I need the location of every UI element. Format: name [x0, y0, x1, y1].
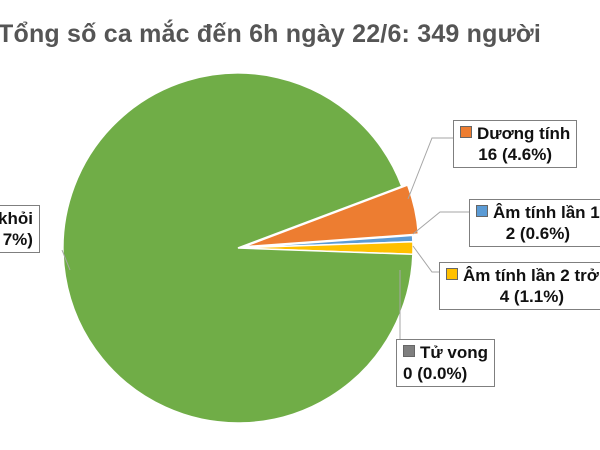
leader-line — [412, 245, 439, 273]
swatch-duong-tinh — [460, 126, 472, 138]
label-tu-vong-value: 0 — [403, 364, 413, 383]
label-tu-vong: Tử vong 0 (0.0%) — [396, 339, 496, 387]
label-khoi: khỏi 7%) — [0, 205, 40, 253]
label-tu-vong-percent: (0.0%) — [417, 364, 468, 383]
label-duong-tinh: Dương tính 16 (4.6%) — [453, 120, 578, 168]
label-duong-tinh-value: 16 — [478, 145, 498, 164]
leader-line — [412, 211, 469, 235]
swatch-am-tinh-2 — [446, 268, 458, 280]
label-am-tinh-2-value: 4 — [499, 287, 510, 306]
pie-slice — [243, 184, 420, 248]
label-am-tinh-2: Âm tính lần 2 trở lê 4 (1.1%) — [439, 262, 600, 310]
label-duong-tinh-percent: (4.6%) — [501, 145, 553, 164]
label-am-tinh-2-name: Âm tính lần 2 trở lê — [463, 266, 600, 285]
label-am-tinh-2-percent: (1.1%) — [513, 287, 564, 306]
label-am-tinh-1: Âm tính lần 1 2 (0.6%) — [469, 199, 600, 247]
swatch-am-tinh-1 — [476, 205, 488, 217]
label-duong-tinh-name: Dương tính — [477, 124, 571, 143]
label-khoi-percent: 7%) — [2, 230, 33, 249]
label-am-tinh-1-value: 2 — [505, 224, 516, 243]
chart-title: Tổng số ca mắc đến 6h ngày 22/6: 349 ngư… — [0, 20, 542, 48]
label-am-tinh-1-percent: (0.6%) — [519, 224, 570, 243]
leader-line — [407, 137, 453, 200]
label-am-tinh-1-name: Âm tính lần 1 — [493, 203, 600, 222]
label-khoi-name: khỏi — [0, 209, 33, 228]
label-tu-vong-name: Tử vong — [420, 343, 489, 362]
leader-line — [61, 249, 71, 271]
pie-slice — [62, 72, 414, 424]
swatch-tu-vong — [403, 345, 415, 357]
